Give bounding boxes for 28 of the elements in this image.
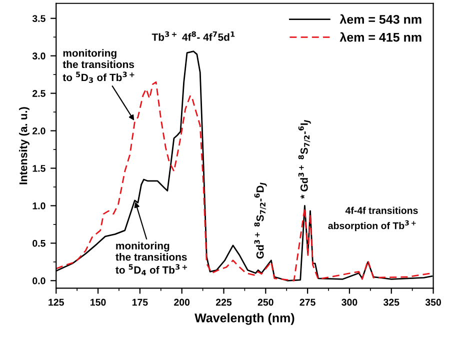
annotation: 4f-4f transitions absorption of Tb$^{3+}$ xyxy=(328,206,418,232)
y-tick-label: 2.0 xyxy=(32,128,46,134)
annotation: * Gd$^{3+ 8}$S$_{7/2}$-$^{6}$I$_{J}$ xyxy=(298,120,311,199)
x-tick-label: 125 xyxy=(48,298,64,306)
y-tick-label: 0.0 xyxy=(32,277,46,284)
annotation: Gd$^{3+ 8}$S$_{7/2}$-$^{6}$D$_{J}$ xyxy=(254,182,267,259)
y-axis-title: Intensity (a. u.) xyxy=(19,107,30,184)
x-tick-label: 225 xyxy=(216,298,232,306)
legend-label: λem = 415 nm xyxy=(340,32,422,42)
x-tick-label: 150 xyxy=(90,298,106,306)
annotation: monitoring the transitions to $^{5}$D$_{4}$ of Tb$^{3+}$ xyxy=(116,242,188,276)
y-tick-label: 1.0 xyxy=(32,202,46,210)
x-axis-title: Wavelength (nm) xyxy=(194,313,294,325)
x-tick-label: 250 xyxy=(258,298,274,306)
y-tick-label: 3.0 xyxy=(32,52,46,60)
annotation: monitoring the transitions to $^{5}$D$_{3}$ of Tb$^{3+}$ xyxy=(62,49,134,83)
x-tick-label: 350 xyxy=(425,298,441,306)
x-tick-label: 275 xyxy=(300,298,316,306)
x-tick-label: 300 xyxy=(342,298,358,306)
x-tick-label: 325 xyxy=(383,298,400,306)
annotation: Tb$^{3+}$ 4f$^{8}$- 4f$^{7}$5d$^{1}$ xyxy=(152,31,235,41)
y-tick-label: 0.5 xyxy=(32,240,46,247)
y-tick-label: 2.5 xyxy=(32,90,46,97)
legend-label: λem = 543 nm xyxy=(340,14,422,24)
x-tick-label: 175 xyxy=(132,298,148,306)
y-tick-label: 1.5 xyxy=(32,165,46,172)
y-tick-label: 3.5 xyxy=(32,15,46,22)
x-tick-label: 200 xyxy=(174,298,190,306)
